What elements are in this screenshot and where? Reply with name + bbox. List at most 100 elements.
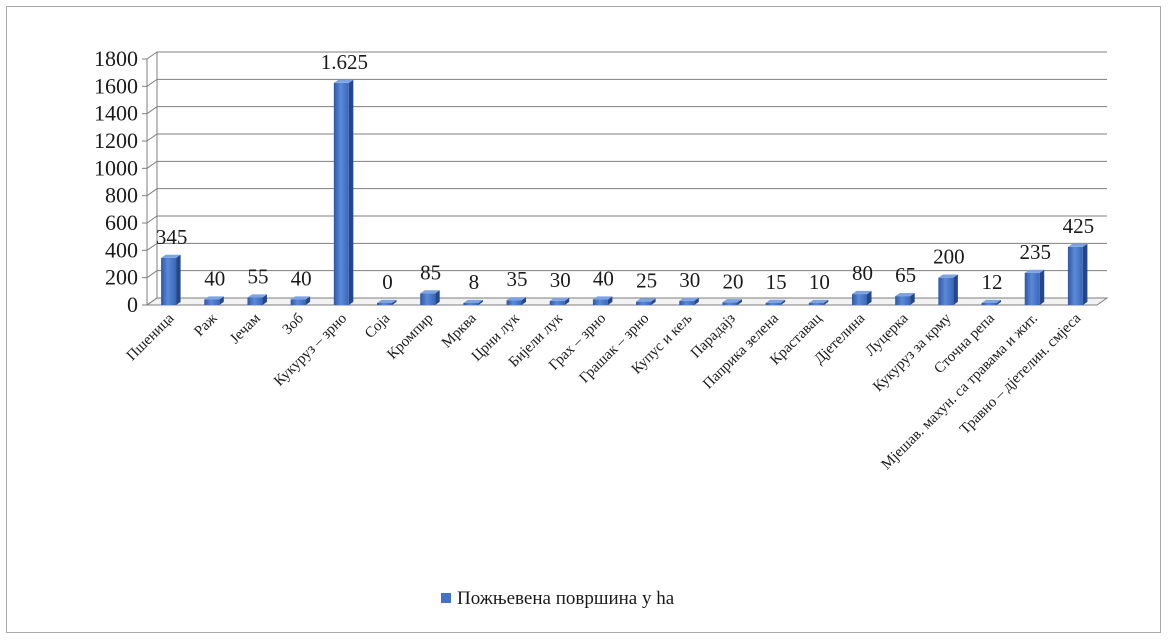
bar — [161, 254, 181, 305]
data-label: 0 — [382, 270, 393, 294]
bar-front — [636, 301, 652, 305]
bar-side — [305, 296, 311, 305]
data-label: 20 — [722, 269, 743, 293]
bar — [247, 294, 267, 305]
bar-top — [247, 294, 267, 298]
bar-front — [592, 299, 608, 305]
x-tick-label: Пшеница — [124, 310, 178, 364]
gridline — [146, 106, 1107, 115]
y-tick-label: 400 — [105, 237, 138, 262]
data-labels: 345 40 55 40 1.625 0 85 8 35 30 40 25 30 20 15 10 80 65 20… — [156, 50, 1094, 294]
legend-label: Пожњевена површина у ha — [457, 588, 675, 609]
bar-side — [867, 290, 872, 305]
bar-top — [161, 254, 181, 258]
bar-front — [290, 299, 306, 305]
bar-side — [737, 299, 742, 305]
bars — [161, 79, 1088, 306]
data-label: 85 — [420, 260, 441, 284]
chart-frame: 0 200 400 600 800 1000 1200 1400 1600 1800 345 40 5… — [6, 6, 1161, 633]
x-tick-label: Зоб — [280, 310, 308, 338]
gridline — [146, 297, 1107, 306]
bar-side — [262, 294, 267, 305]
gridline — [146, 78, 1107, 87]
bar-top — [333, 79, 354, 83]
bar-front — [161, 257, 177, 305]
data-label: 30 — [679, 268, 700, 292]
data-label: 25 — [636, 269, 657, 293]
bar-front — [420, 293, 436, 305]
bar-top — [1024, 269, 1045, 273]
bar — [981, 299, 1002, 305]
bar-front — [938, 277, 954, 305]
x-tick-label: Раж — [191, 310, 221, 340]
x-tick-label: Кромпир — [384, 311, 436, 363]
bar-top — [420, 290, 440, 294]
bar — [722, 299, 742, 305]
bar-top — [981, 299, 1002, 303]
bar — [852, 290, 872, 305]
x-tick-label: Паприка зелена — [700, 310, 782, 392]
data-label: 200 — [933, 245, 965, 269]
bar-side — [348, 79, 354, 306]
bar-top — [938, 274, 958, 278]
bar — [420, 290, 440, 305]
data-label: 65 — [895, 263, 916, 287]
bar-top — [204, 296, 224, 300]
bar-side — [1039, 269, 1045, 305]
bar-front — [463, 303, 479, 305]
bar-front — [808, 303, 824, 305]
bar-top — [765, 299, 786, 303]
bar — [290, 296, 311, 305]
bar-front — [377, 303, 392, 305]
bar-top — [506, 297, 527, 301]
data-label: 345 — [156, 225, 188, 249]
bar-top — [679, 297, 699, 301]
y-tick-label: 200 — [105, 265, 138, 290]
bar — [377, 299, 397, 305]
bar-top — [722, 299, 742, 303]
gridline — [146, 188, 1107, 197]
bar-side — [953, 274, 958, 305]
gridline — [146, 215, 1107, 224]
bar-top — [636, 298, 656, 302]
bar — [549, 297, 570, 305]
bar-top — [549, 297, 570, 301]
bar-side — [392, 299, 397, 305]
bar-side — [478, 299, 483, 305]
gridline — [146, 133, 1107, 142]
bar-top — [852, 290, 872, 295]
data-label: 1.625 — [321, 50, 368, 74]
bar — [895, 292, 915, 305]
bar-side — [607, 296, 613, 305]
bar — [204, 296, 224, 305]
bar — [506, 297, 527, 305]
data-label: 55 — [247, 264, 268, 288]
legend: Пожњевена површина у ha — [441, 588, 675, 609]
bar — [938, 274, 958, 305]
bar-front — [549, 300, 565, 305]
bar-side — [435, 290, 440, 305]
bar-top — [463, 299, 483, 303]
y-tick-label: 1800 — [94, 46, 138, 71]
x-tick-label: Мрква — [439, 310, 480, 351]
bar-front — [679, 300, 695, 305]
gridline — [146, 270, 1107, 279]
bar-side — [823, 299, 829, 305]
y-tick-label: 800 — [105, 183, 138, 208]
data-label: 235 — [1019, 240, 1051, 264]
gridline — [146, 51, 1107, 60]
bar-top — [377, 299, 397, 303]
x-tick-label: Кукуруз за крму — [870, 310, 955, 395]
y-tick-label: 1000 — [94, 155, 138, 180]
gridline — [146, 242, 1107, 251]
bar-front — [506, 300, 522, 305]
bar — [1067, 243, 1088, 305]
bar-front — [204, 299, 220, 305]
data-label: 40 — [204, 267, 225, 291]
bar-side — [651, 298, 656, 305]
data-label: 30 — [550, 268, 571, 292]
bar-top — [895, 292, 915, 297]
y-tick-label: 0 — [127, 292, 138, 317]
